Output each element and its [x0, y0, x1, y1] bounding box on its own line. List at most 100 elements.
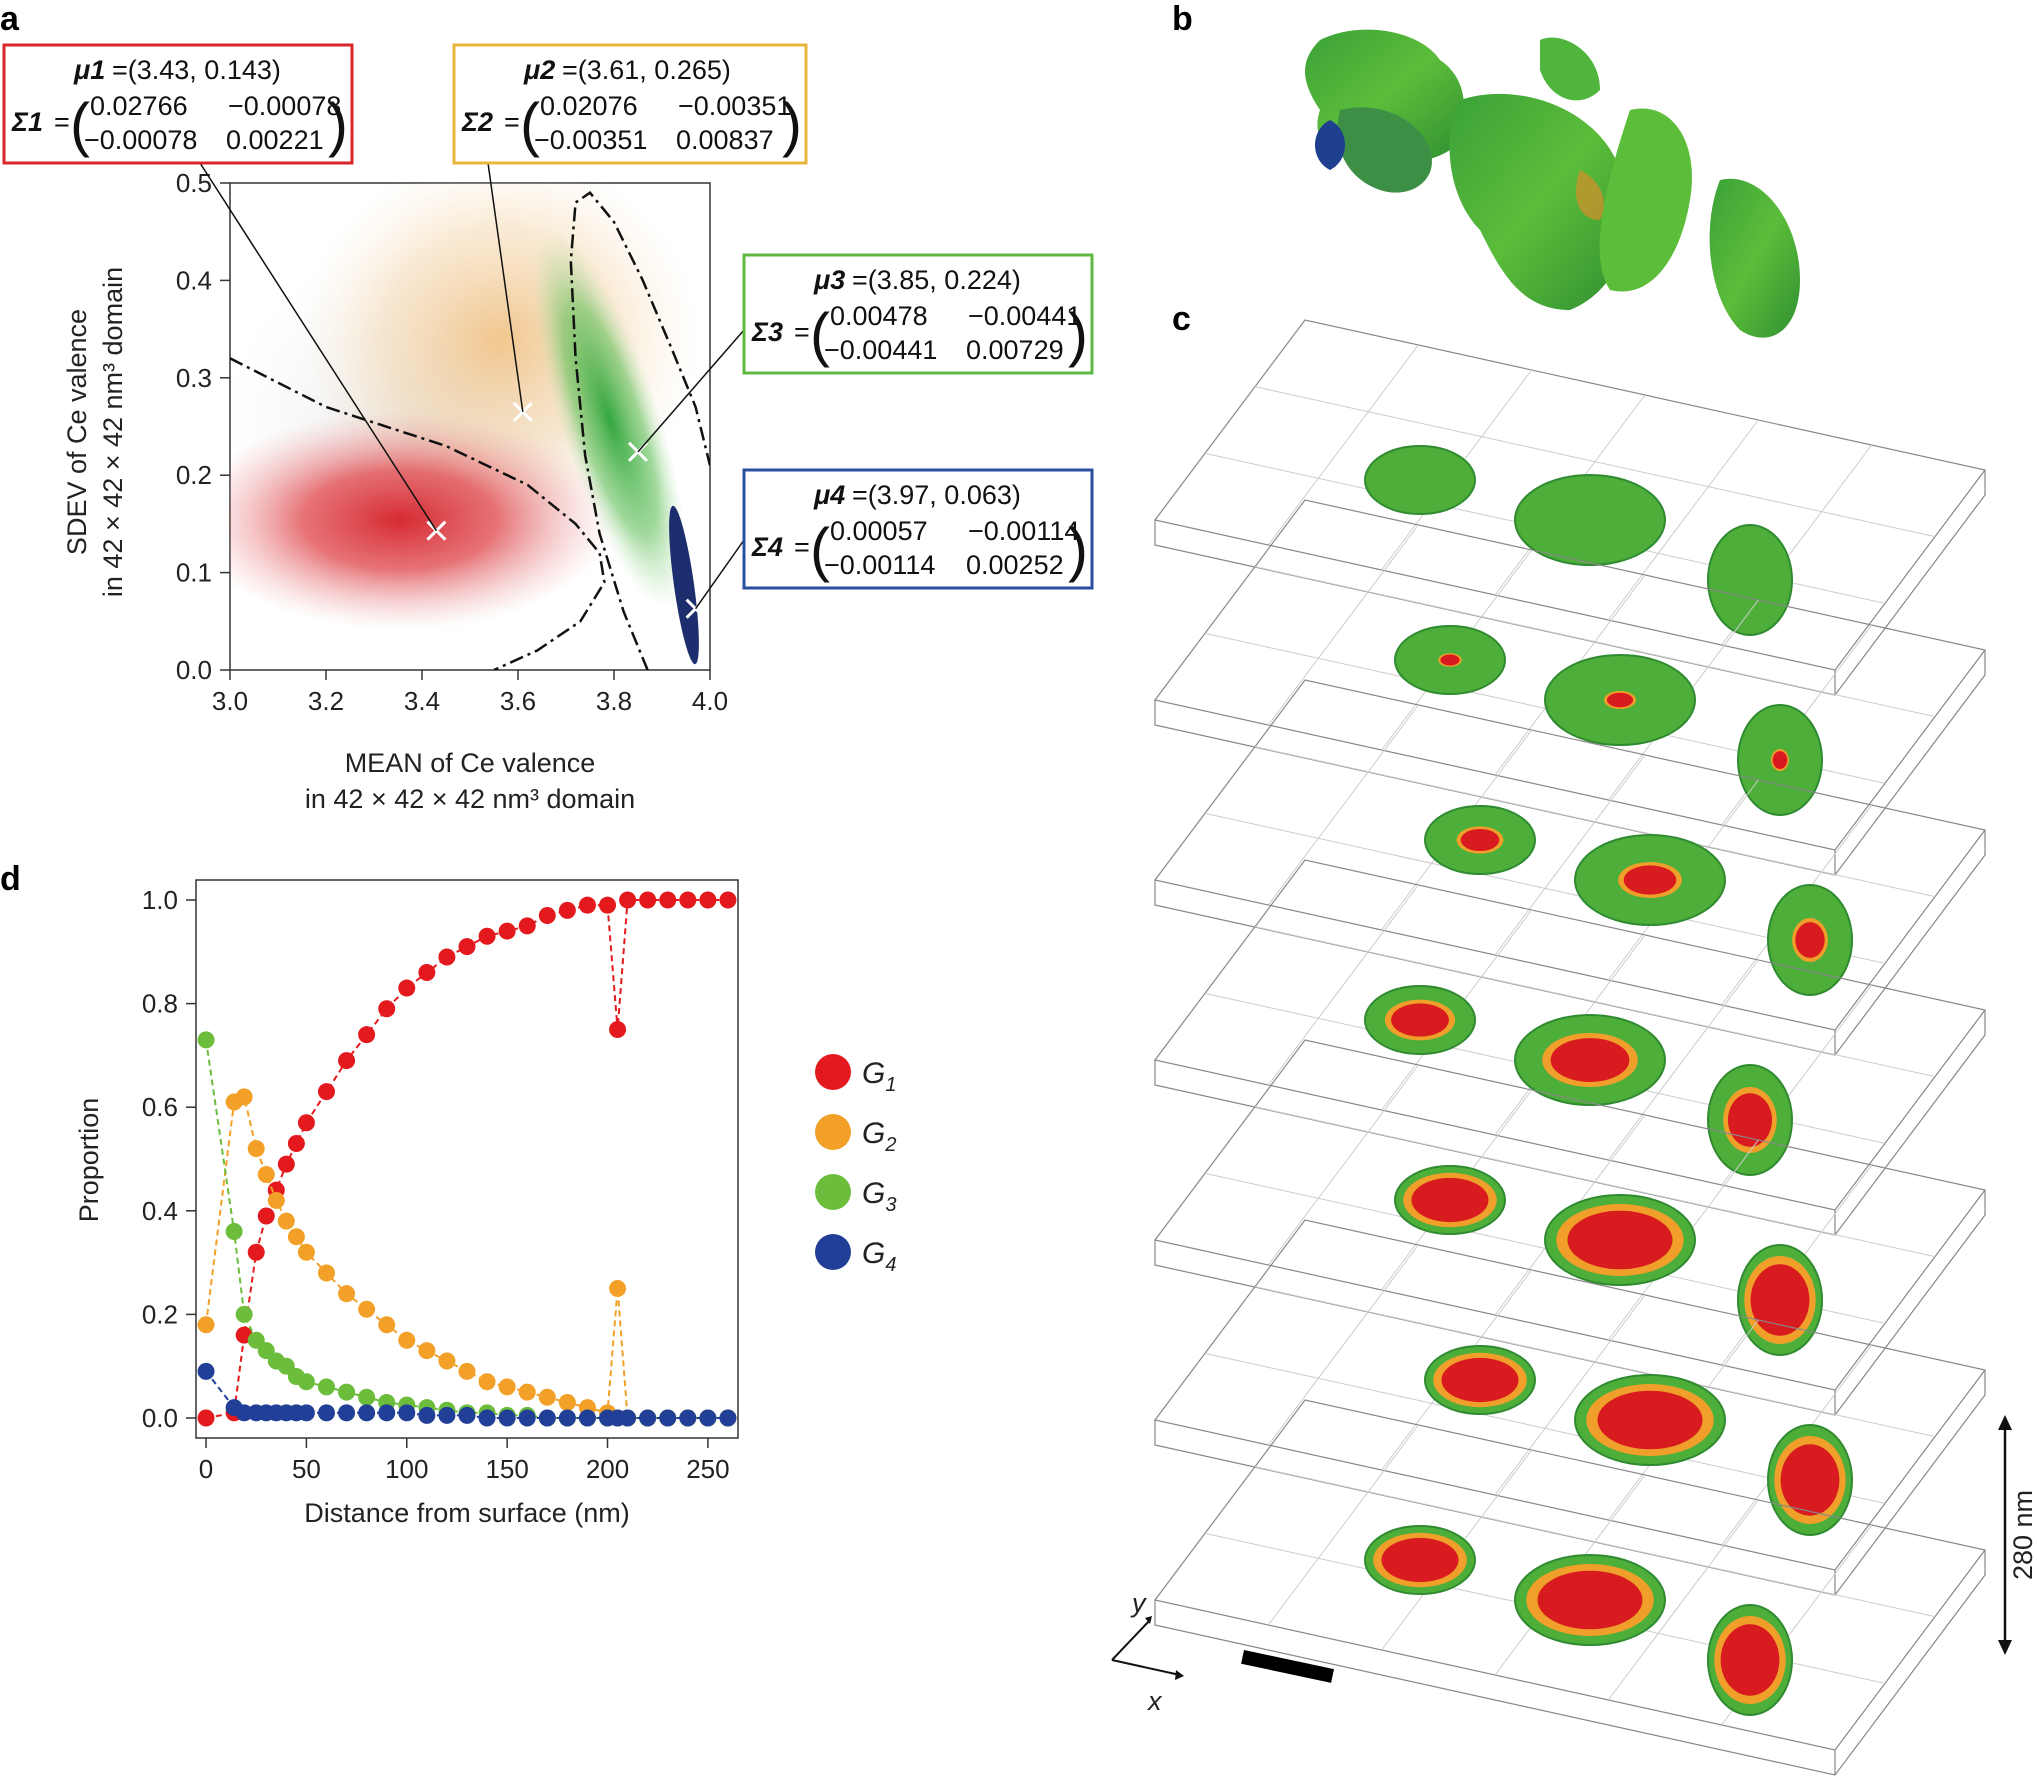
cluster-parameter-boxes: μ1 =(3.43, 0.143)Σ1 =()0.02766 −0.00078−0.0…: [2, 43, 1094, 610]
legend-marker-g2: [815, 1114, 851, 1150]
data-point: [338, 1383, 356, 1401]
x-tick-label: 200: [586, 1454, 629, 1484]
left-paren: (: [520, 91, 540, 158]
legend-letter: G: [862, 1057, 885, 1090]
cov-21: −0.00078: [84, 125, 197, 155]
mu-label: μ4: [813, 480, 845, 510]
sigma-label: Σ3: [751, 317, 783, 347]
data-point: [619, 891, 637, 909]
data-point: [538, 1409, 556, 1427]
cluster-g4-cloud: [669, 505, 699, 665]
data-point: [418, 1406, 436, 1424]
data-point: [679, 891, 697, 909]
panel-d-label: d: [0, 860, 21, 898]
data-point: [358, 1300, 376, 1318]
y-tick-label: 0.4: [142, 1196, 178, 1226]
particle-g1-region: [1727, 1093, 1773, 1147]
data-point: [498, 1409, 516, 1427]
data-point: [558, 1409, 576, 1427]
panel-d-chart: 0 50 100 150 200 250 0.0 0.2 0.4 0.6 0.8 1.0 Distan…: [74, 879, 896, 1528]
data-point: [558, 901, 576, 919]
x-axis-arrowhead: [1175, 1670, 1184, 1680]
panel-b-label: b: [1172, 0, 1193, 38]
legend-subscript: 1: [885, 1074, 896, 1096]
y-tick-label: 0.4: [176, 265, 212, 295]
data-point: [277, 1155, 295, 1173]
data-point: [297, 1404, 315, 1422]
right-paren: ): [1068, 516, 1088, 583]
sigma-label: Σ2: [461, 107, 493, 137]
data-point: [197, 1031, 215, 1049]
data-point: [297, 1243, 315, 1261]
boundary-line: [230, 357, 606, 670]
data-point: [317, 1378, 335, 1396]
param-box-g3: μ3 =(3.85, 0.224) Σ3 =() 0.00478 −0.00441 −0.0…: [637, 253, 1094, 453]
legend-letter: G: [862, 1117, 885, 1150]
grid-line: [1494, 754, 1646, 956]
particle-g1-region: [1597, 1390, 1703, 1450]
particle-g1-region: [1411, 1177, 1489, 1223]
data-point: [458, 1406, 476, 1424]
panel-a-ylabel: SDEV of Ce valence: [62, 309, 92, 555]
scale-label: 280 nm: [2008, 1490, 2038, 1580]
legend-letter: G: [862, 1177, 885, 1210]
legend-letter: G: [862, 1237, 885, 1270]
particle-4: [1540, 37, 1600, 101]
grid-line: [1607, 419, 1759, 621]
y-axis-arrowhead: [1145, 1616, 1152, 1624]
grid-line: [1494, 1294, 1646, 1496]
grid-line: [1607, 1499, 1759, 1701]
cov-22: 0.00729: [966, 335, 1064, 365]
data-point: [438, 1406, 456, 1424]
panel-c-slices: [1153, 319, 1987, 1776]
x-axis-label: x: [1146, 1686, 1163, 1716]
equals-sign: =: [794, 317, 810, 347]
data-point: [498, 922, 516, 940]
legend-label-g2: G2: [862, 1117, 896, 1156]
data-point: [358, 1026, 376, 1044]
data-point: [317, 1264, 335, 1282]
equals-sign: =: [504, 107, 520, 137]
grid-line: [1607, 959, 1759, 1161]
panel-a-label: a: [0, 0, 20, 38]
y-tick-label: 0.0: [142, 1403, 178, 1433]
panel-d-ylabel: Proportion: [74, 1098, 104, 1223]
data-point: [679, 1409, 697, 1427]
data-point: [358, 1404, 376, 1422]
data-point: [338, 1285, 356, 1303]
right-paren: ): [782, 91, 802, 158]
particle-6: [1709, 178, 1800, 338]
x-tick-label: 4.0: [692, 686, 728, 716]
data-point: [287, 1134, 305, 1152]
cluster-g1-cloud: [230, 410, 615, 630]
x-tick-label: 3.0: [212, 686, 248, 716]
panel-c-label: c: [1172, 300, 1191, 338]
x-tick-label: 250: [686, 1454, 729, 1484]
y-axis-label: y: [1130, 1588, 1147, 1618]
scale-indicator: 280 nm y x: [1111, 1415, 2038, 1716]
scale-arrow-bottom: [1998, 1640, 2012, 1655]
particle-cross-section: [1364, 445, 1476, 515]
data-point: [418, 964, 436, 982]
mu-value: =(3.43, 0.143): [112, 55, 281, 85]
data-point: [398, 1331, 416, 1349]
sigma-label: Σ4: [751, 532, 783, 562]
data-point: [398, 1404, 416, 1422]
param-box-border: [2, 43, 354, 165]
data-point: [235, 1088, 253, 1106]
grid-line: [1267, 704, 1419, 906]
cluster-g3-cloud: [532, 229, 688, 611]
data-point: [235, 1404, 253, 1422]
left-paren: (: [810, 516, 830, 583]
grid-line: [1267, 344, 1419, 546]
left-paren: (: [70, 91, 90, 158]
grid-line: [1267, 1424, 1419, 1626]
slice-5: [1153, 1039, 1987, 1416]
grid-line: [1267, 1244, 1419, 1446]
x-tick-label: 3.4: [404, 686, 440, 716]
leader-line: [487, 162, 524, 412]
data-point: [719, 891, 737, 909]
legend-marker-g3: [815, 1174, 851, 1210]
cov-11: 0.00057: [830, 516, 928, 546]
